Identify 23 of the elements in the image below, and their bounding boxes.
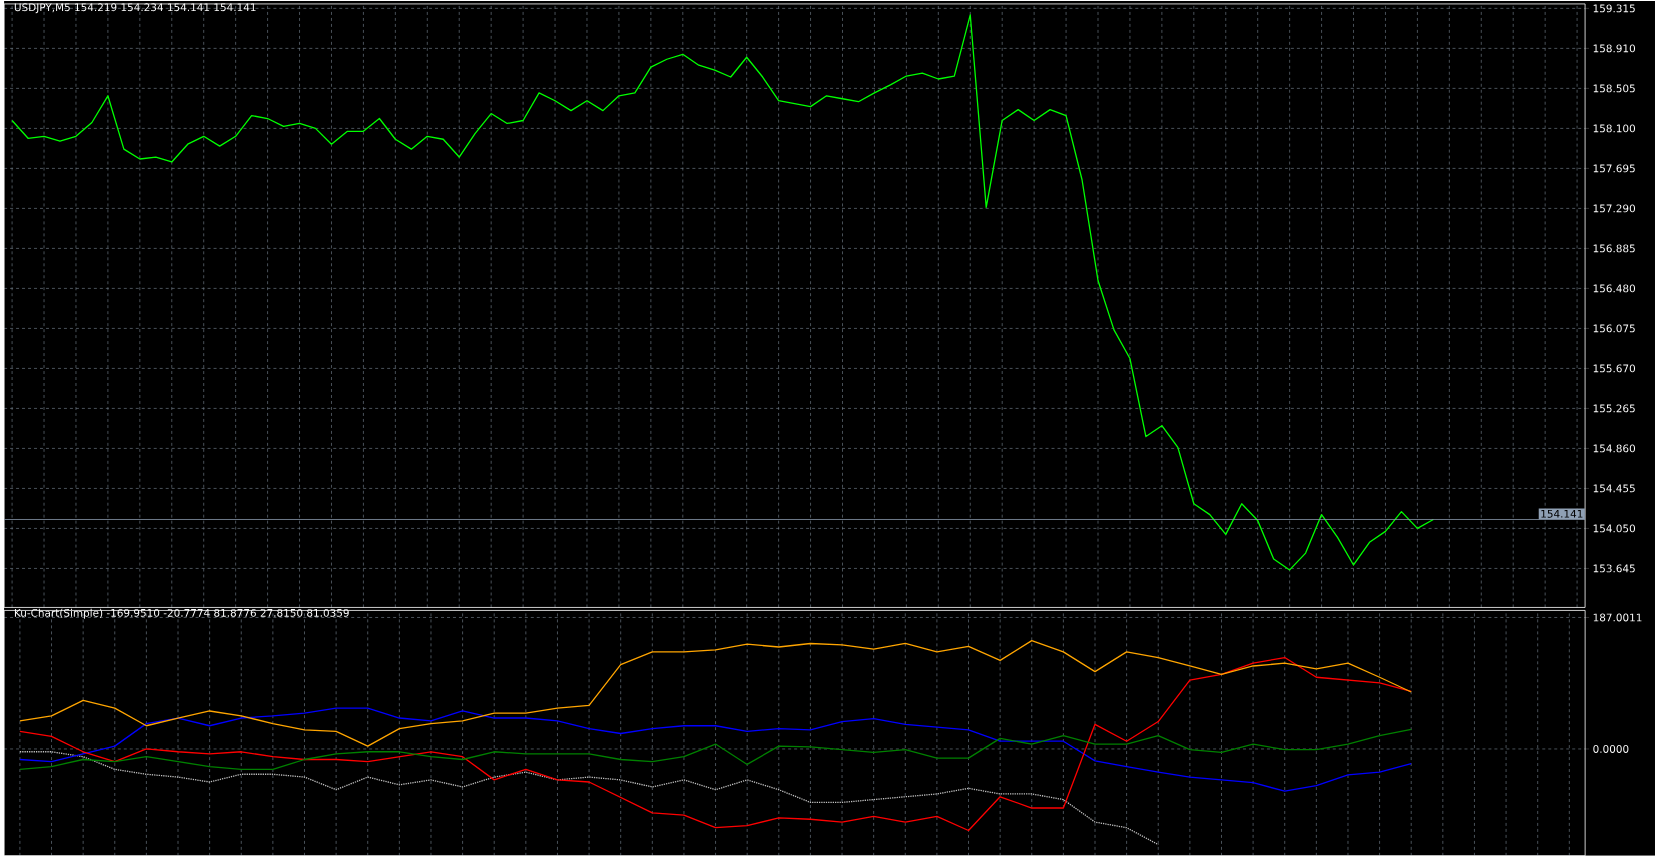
y-tick-label: 156.075 [1593, 324, 1635, 333]
y-tick-label: 155.265 [1593, 404, 1635, 413]
y-tick-label: 155.670 [1593, 364, 1636, 373]
y-tick-label: 158.505 [1593, 84, 1635, 93]
y-tick-label: 157.695 [1593, 164, 1635, 173]
y-tick-label: 153.645 [1593, 564, 1635, 573]
y-tick-label: 158.910 [1593, 44, 1636, 53]
y-tick-label: 156.885 [1593, 244, 1635, 253]
y-tick-label: 158.100 [1593, 124, 1636, 133]
chart-title: USDJPY,M5 154.219 154.234 154.141 154.141 [14, 3, 256, 14]
y-tick-label: 156.480 [1593, 284, 1636, 293]
y-tick-label: 157.290 [1593, 204, 1636, 213]
line-series [11, 14, 1435, 571]
line-series [19, 640, 1412, 747]
y-tick-label: 154.860 [1593, 444, 1636, 453]
y-tick-label: 154.050 [1593, 524, 1636, 533]
line-series [19, 751, 1159, 846]
y-tick-label: 0.0000 [1593, 745, 1629, 754]
y-tick-label: 187.0011 [1593, 613, 1642, 622]
y-tick-label: 154.455 [1593, 484, 1635, 493]
ref-line-label: 154.141 [1541, 510, 1583, 518]
chart-title: Ku-Chart(Simple) -169.9510 -20.7774 81.8776 27.8150 81.0359 [14, 608, 349, 619]
y-tick-label: 159.315 [1593, 4, 1635, 13]
